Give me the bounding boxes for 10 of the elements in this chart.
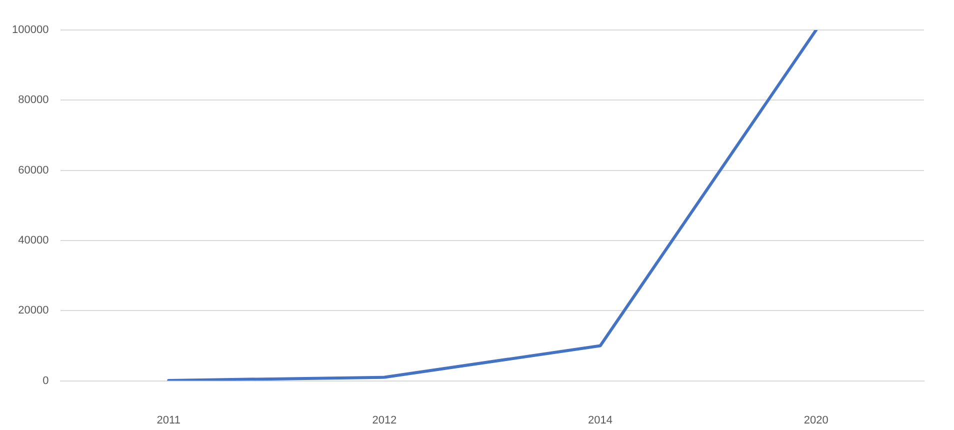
y-tick-label: 100000 xyxy=(12,24,49,36)
x-tick-label: 2014 xyxy=(588,414,613,426)
y-tick-label: 20000 xyxy=(18,304,49,317)
y-tick-label: 80000 xyxy=(18,94,49,106)
x-tick-label: 2012 xyxy=(372,414,397,426)
y-tick-label: 0 xyxy=(42,374,49,387)
x-tick-label: 2011 xyxy=(156,414,180,426)
x-tick-label: 2020 xyxy=(804,414,828,426)
y-tick-label: 60000 xyxy=(18,164,49,176)
y-tick-label: 40000 xyxy=(18,234,49,247)
